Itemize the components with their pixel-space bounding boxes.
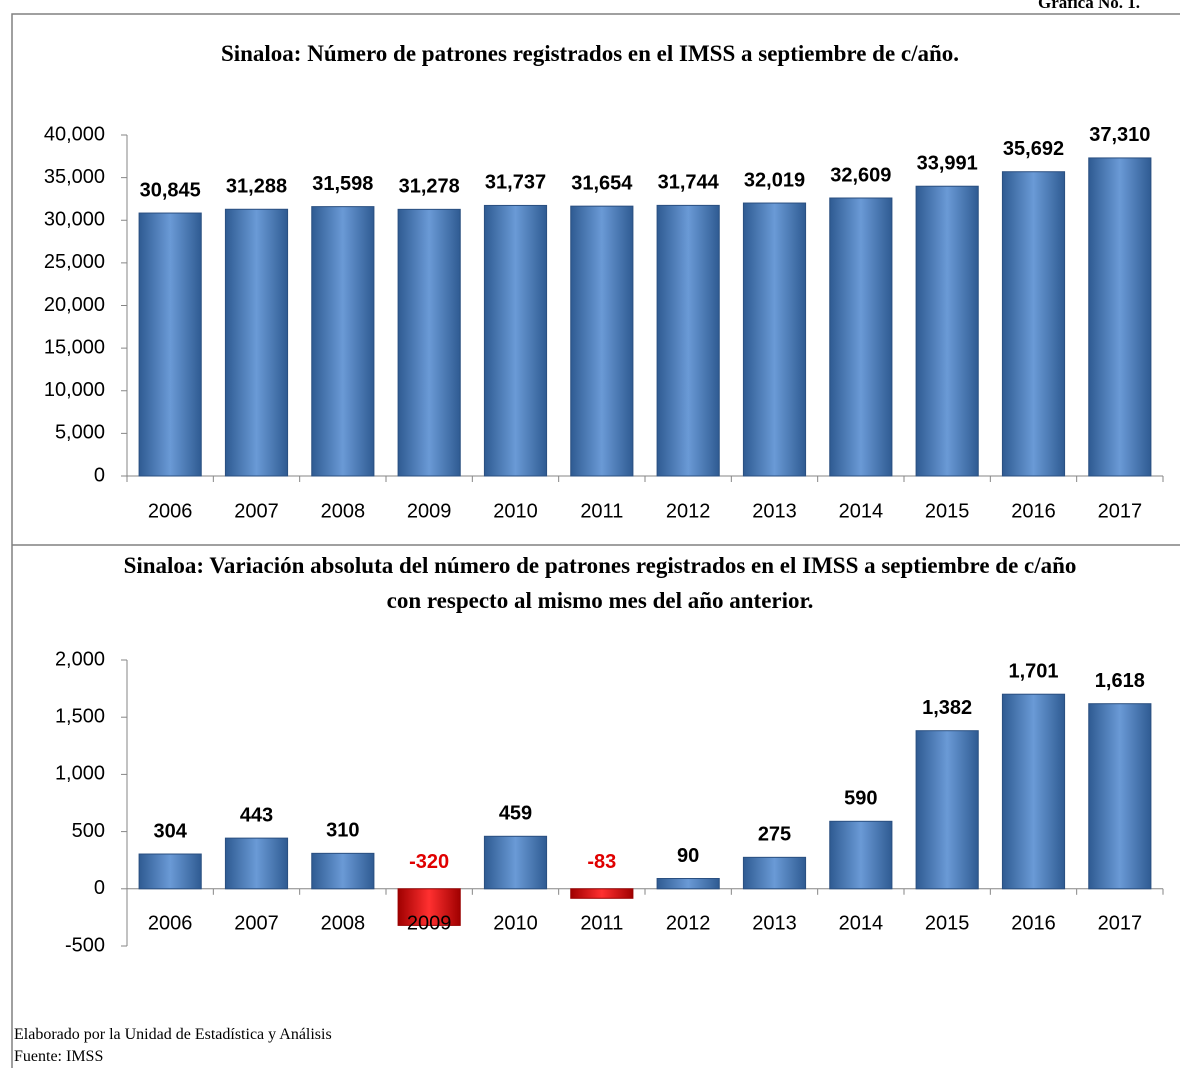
bar xyxy=(570,888,634,899)
y-tick-label: 0 xyxy=(94,877,105,899)
bar xyxy=(829,197,893,477)
footer-line: Fuente: IMSS xyxy=(14,1048,104,1065)
bar xyxy=(311,852,375,890)
value-label: 37,310 xyxy=(1089,124,1150,146)
value-label: 30,845 xyxy=(140,179,201,201)
x-tick-label: 2009 xyxy=(407,912,452,934)
x-tick-label: 2008 xyxy=(321,912,366,934)
x-tick-label: 2013 xyxy=(752,912,797,934)
y-tick-label: 40,000 xyxy=(44,123,105,145)
value-label: 31,654 xyxy=(571,172,633,194)
x-tick-label: 2009 xyxy=(407,500,452,522)
bar xyxy=(1001,693,1066,890)
value-label: 1,701 xyxy=(1008,660,1058,682)
x-tick-label: 2007 xyxy=(234,912,279,934)
y-tick-label: 10,000 xyxy=(44,379,105,401)
value-label: 31,278 xyxy=(399,176,460,198)
x-tick-label: 2015 xyxy=(925,500,970,522)
value-label: 35,692 xyxy=(1003,138,1064,160)
value-label: 459 xyxy=(499,803,532,825)
frame xyxy=(11,13,1180,1068)
x-tick-label: 2011 xyxy=(580,912,623,934)
value-label: 33,991 xyxy=(917,153,978,175)
bar xyxy=(656,204,720,477)
x-tick-label: 2017 xyxy=(1098,912,1143,934)
value-label: 443 xyxy=(240,804,273,826)
x-tick-label: 2008 xyxy=(321,500,366,522)
value-label: 1,382 xyxy=(922,697,972,719)
y-tick-label: 5,000 xyxy=(55,422,105,444)
y-tick-label: 1,500 xyxy=(55,705,105,727)
value-label: 31,598 xyxy=(312,173,373,195)
x-tick-label: 2016 xyxy=(1011,500,1056,522)
value-label: 1,618 xyxy=(1095,670,1145,692)
bar xyxy=(656,878,720,890)
value-label: 310 xyxy=(326,820,359,842)
x-tick-label: 2006 xyxy=(148,912,193,934)
x-tick-label: 2012 xyxy=(666,500,711,522)
y-tick-label: 1,000 xyxy=(55,763,105,785)
value-label: 32,609 xyxy=(830,164,891,186)
bar xyxy=(483,204,548,477)
bar xyxy=(224,208,289,477)
bar xyxy=(915,730,979,890)
bar xyxy=(829,820,893,890)
x-tick-label: 2010 xyxy=(493,500,538,522)
bar xyxy=(311,206,375,477)
bar xyxy=(1001,171,1066,477)
bar xyxy=(915,185,979,477)
y-tick-label: 15,000 xyxy=(44,336,105,358)
chart-title: Sinaloa: Variación absoluta del número d… xyxy=(123,553,1077,613)
y-tick-label: 35,000 xyxy=(44,166,105,188)
value-label: 32,019 xyxy=(744,169,805,191)
bar xyxy=(1088,703,1152,890)
x-tick-label: 2006 xyxy=(148,500,193,522)
y-tick-label: 25,000 xyxy=(44,251,105,273)
y-tick-label: 0 xyxy=(94,464,105,486)
value-label: 90 xyxy=(677,845,699,867)
bar xyxy=(224,837,289,890)
figure-label: Gráfica No. 1. xyxy=(1038,0,1140,12)
bar xyxy=(397,208,461,477)
x-tick-label: 2013 xyxy=(752,500,797,522)
y-tick-label: 20,000 xyxy=(44,294,105,316)
value-label: 31,737 xyxy=(485,172,546,194)
x-tick-label: 2012 xyxy=(666,912,711,934)
x-tick-label: 2011 xyxy=(580,500,623,522)
bar xyxy=(742,856,807,890)
bar xyxy=(483,835,548,890)
x-tick-label: 2007 xyxy=(234,500,279,522)
value-label: -320 xyxy=(409,851,449,873)
x-tick-label: 2016 xyxy=(1011,912,1056,934)
value-label: 590 xyxy=(844,788,877,810)
x-tick-label: 2014 xyxy=(839,500,884,522)
value-label: 304 xyxy=(153,820,187,842)
footer-line: Elaborado por la Unidad de Estadística y… xyxy=(14,1026,332,1043)
bar xyxy=(138,212,202,477)
bar xyxy=(742,202,807,477)
value-label: 31,744 xyxy=(658,172,720,194)
bar xyxy=(138,853,202,890)
x-tick-label: 2015 xyxy=(925,912,970,934)
chart-title: Sinaloa: Número de patrones registrados … xyxy=(220,41,960,66)
y-tick-label: 30,000 xyxy=(44,209,105,231)
x-tick-label: 2010 xyxy=(493,912,538,934)
y-tick-label: 500 xyxy=(72,820,105,842)
bar xyxy=(397,888,461,926)
y-tick-label: 2,000 xyxy=(55,648,105,670)
y-tick-label: -500 xyxy=(65,934,105,956)
bar xyxy=(1088,157,1152,477)
value-label: 275 xyxy=(758,824,791,846)
value-label: 31,288 xyxy=(226,176,287,198)
x-tick-label: 2017 xyxy=(1098,500,1143,522)
bar xyxy=(570,205,634,477)
x-tick-label: 2014 xyxy=(839,912,884,934)
value-label: -83 xyxy=(587,851,616,873)
